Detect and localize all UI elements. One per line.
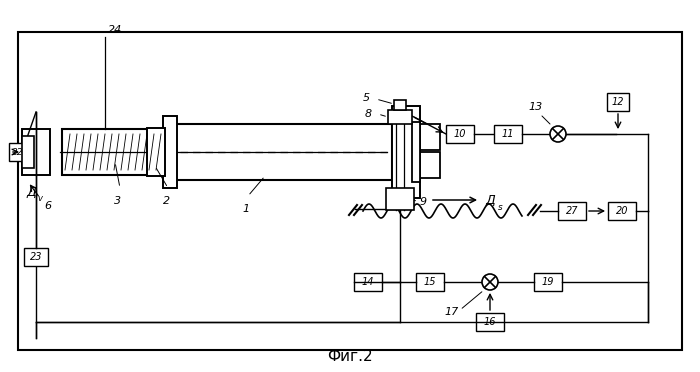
Text: 16: 16 — [484, 317, 496, 327]
Text: 27: 27 — [566, 206, 578, 216]
Bar — [608, 202, 636, 220]
Bar — [22, 136, 34, 168]
Bar — [476, 313, 504, 331]
Text: 11: 11 — [502, 129, 514, 139]
Text: 14: 14 — [362, 277, 375, 287]
Text: 3: 3 — [114, 196, 122, 206]
Bar — [163, 116, 177, 188]
Text: 10: 10 — [454, 129, 466, 139]
Text: 24: 24 — [108, 25, 122, 35]
Text: 17: 17 — [445, 307, 459, 317]
Bar — [9, 143, 27, 161]
Text: 15: 15 — [424, 277, 436, 287]
Bar — [147, 128, 165, 176]
Text: 19: 19 — [542, 277, 554, 287]
Text: Д: Д — [26, 186, 36, 199]
Bar — [534, 273, 562, 291]
Text: 12: 12 — [612, 97, 624, 107]
Text: 8: 8 — [365, 109, 372, 119]
Bar — [62, 129, 163, 175]
Bar — [607, 93, 629, 111]
Bar — [388, 110, 412, 124]
Text: 1: 1 — [242, 204, 250, 214]
Bar — [558, 202, 586, 220]
Text: 22: 22 — [13, 148, 24, 157]
Text: 9: 9 — [420, 197, 427, 207]
Bar — [354, 273, 382, 291]
Bar — [175, 124, 392, 180]
Bar — [22, 129, 50, 175]
Bar — [24, 248, 48, 266]
Text: s: s — [498, 202, 503, 212]
Bar — [446, 125, 474, 143]
Bar — [392, 106, 420, 198]
Text: 5: 5 — [363, 93, 370, 103]
Text: Фиг.2: Фиг.2 — [327, 349, 373, 364]
Circle shape — [482, 274, 498, 290]
Bar — [62, 134, 163, 170]
Bar — [412, 122, 420, 182]
Text: 23: 23 — [30, 252, 42, 262]
Bar — [494, 125, 522, 143]
Circle shape — [550, 126, 566, 142]
Text: v: v — [37, 193, 42, 202]
Bar — [420, 124, 440, 150]
Bar — [420, 152, 440, 178]
Bar — [386, 188, 414, 210]
Text: Д: Д — [485, 193, 495, 206]
Text: 2: 2 — [163, 196, 171, 206]
Text: 20: 20 — [616, 206, 628, 216]
Bar — [394, 100, 406, 110]
Text: 13: 13 — [529, 102, 543, 112]
Bar — [416, 273, 444, 291]
Bar — [18, 32, 682, 350]
Text: 6: 6 — [44, 201, 51, 211]
